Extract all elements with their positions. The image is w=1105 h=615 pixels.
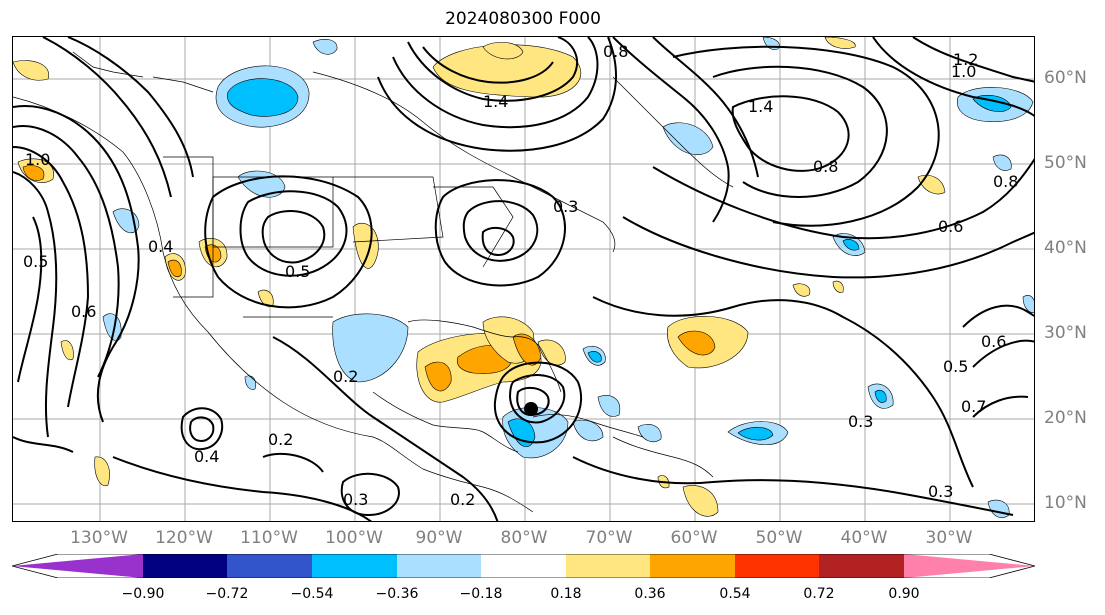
- lon-label: 30°W: [925, 528, 973, 548]
- coastlines: [13, 51, 734, 513]
- lon-label: 130°W: [70, 528, 128, 548]
- contour-label: 0.6: [981, 332, 1006, 351]
- contour-label: 1.4: [748, 97, 773, 116]
- colorbar-tick-label: 0.54: [719, 586, 751, 602]
- lat-label: 60°N: [1044, 68, 1087, 88]
- contour-label: 1.4: [483, 92, 508, 111]
- colorbar-tick-label: −0.54: [290, 586, 334, 602]
- colorbar-segment: [566, 554, 650, 578]
- lat-label: 20°N: [1044, 408, 1087, 428]
- contour-label: 0.4: [148, 237, 173, 256]
- map-title: 2024080300 F000: [445, 9, 601, 29]
- storm-center-marker: [524, 402, 538, 416]
- map-canvas: 1.4 1.4 1.2 1.0 1.0 0.8 0.8 0.6 0.6 0.5 …: [13, 37, 1034, 521]
- colorbar-tick-label: 0.72: [803, 586, 835, 602]
- contour-label: 0.6: [71, 302, 96, 321]
- contour-label: 0.8: [603, 42, 628, 61]
- lon-label: 90°W: [415, 528, 463, 548]
- lon-label: 50°W: [755, 528, 803, 548]
- colorbar-segment: [12, 554, 143, 578]
- colorbar-tick-label: −0.90: [121, 586, 165, 602]
- colorbar-segment: [227, 554, 312, 578]
- contour-label: 0.3: [343, 490, 368, 509]
- contour-label: 0.7: [961, 397, 986, 416]
- contour-label: 1.0: [951, 62, 976, 81]
- contour-label: 0.3: [553, 197, 578, 216]
- contour-label-group: 1.4 1.4 1.2 1.0 1.0 0.8 0.8 0.6 0.6 0.5 …: [23, 42, 1018, 509]
- colorbar-segment: [904, 554, 1035, 578]
- lon-label: 60°W: [670, 528, 718, 548]
- lon-label: 70°W: [585, 528, 633, 548]
- colorbar-tick-label: 0.36: [634, 586, 666, 602]
- lon-label: 110°W: [240, 528, 298, 548]
- lon-label: 80°W: [500, 528, 548, 548]
- contour-label: 0.8: [993, 172, 1018, 191]
- contour-label: 1.0: [25, 150, 50, 169]
- colorbar-segment: [735, 554, 819, 578]
- colorbar-segment: [819, 554, 904, 578]
- colorbar-segment: [312, 554, 397, 578]
- lat-label: 40°N: [1044, 238, 1087, 258]
- contour-label: 0.3: [848, 412, 873, 431]
- contour-label: 0.3: [928, 482, 953, 501]
- contour-label: 0.2: [450, 490, 475, 509]
- lat-label: 10°N: [1044, 493, 1087, 513]
- colorbar-segment: [481, 554, 566, 578]
- colorbar-segment: [650, 554, 735, 578]
- contour-label: 0.2: [333, 367, 358, 386]
- contour-label: 0.5: [943, 357, 968, 376]
- contour-label: 0.5: [23, 252, 48, 271]
- lat-label: 30°N: [1044, 323, 1087, 343]
- contour-label: 0.6: [938, 217, 963, 236]
- contour-lines: [13, 37, 1034, 521]
- colorbar-tick-label: −0.36: [375, 586, 419, 602]
- lat-label: 50°N: [1044, 153, 1087, 173]
- lon-label: 120°W: [155, 528, 213, 548]
- colorbar-tick-label: −0.72: [205, 586, 249, 602]
- lon-label: 40°W: [840, 528, 888, 548]
- colorbar-tick-label: 0.90: [888, 586, 920, 602]
- contour-label: 1.2: [953, 50, 978, 69]
- colorbar: [12, 554, 1035, 578]
- map-panel: 1.4 1.4 1.2 1.0 1.0 0.8 0.8 0.6 0.6 0.5 …: [12, 36, 1035, 522]
- contour-label: 0.5: [285, 262, 310, 281]
- lon-label: 100°W: [325, 528, 383, 548]
- contour-label: 0.2: [268, 430, 293, 449]
- colorbar-segment: [143, 554, 227, 578]
- colorbar-segment: [397, 554, 481, 578]
- contour-label: 0.8: [813, 157, 838, 176]
- colorbar-tick-label: −0.18: [459, 586, 503, 602]
- contour-label: 0.4: [194, 447, 219, 466]
- colorbar-tick-label: 0.18: [550, 586, 582, 602]
